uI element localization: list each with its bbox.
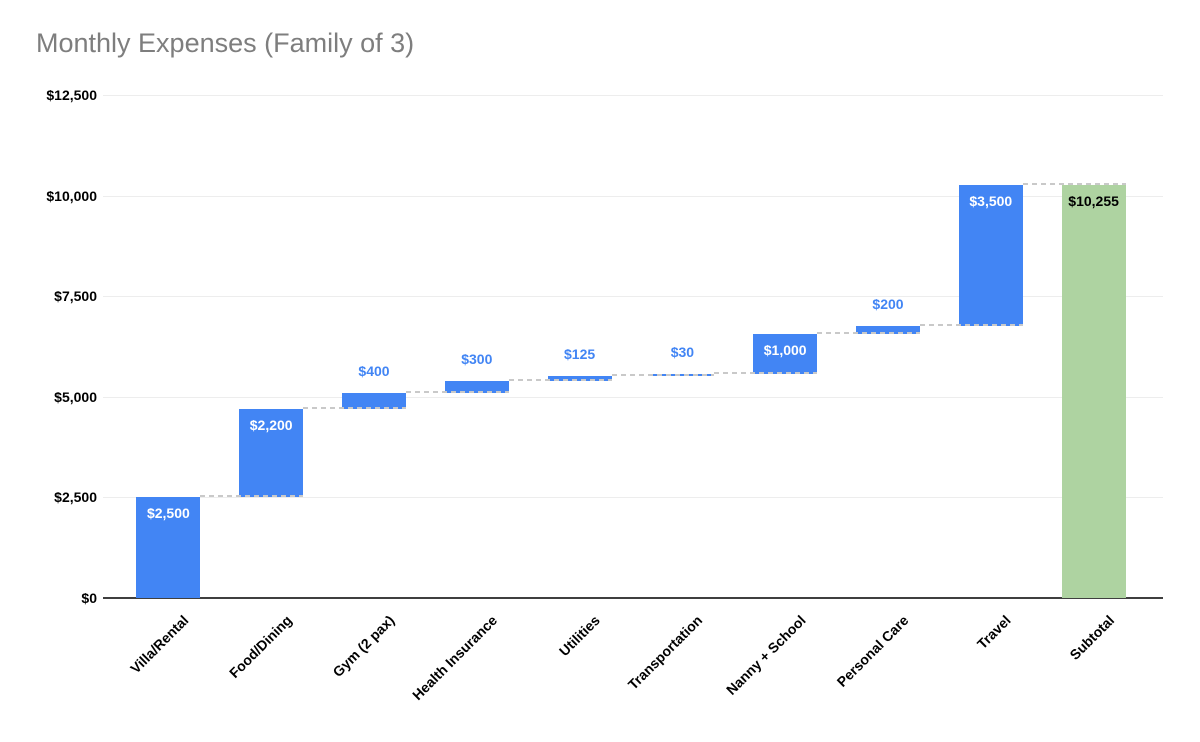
waterfall-connector-8 bbox=[920, 324, 1023, 327]
waterfall-connector-3 bbox=[406, 390, 509, 393]
gridline-2500 bbox=[103, 497, 1163, 498]
bar-health-insurance[interactable] bbox=[444, 380, 509, 393]
bar-value-label-utilities: $125 bbox=[564, 345, 596, 362]
x-axis-category-label-food-dining: Food/Dining bbox=[225, 612, 295, 682]
waterfall-connector-7 bbox=[817, 332, 920, 335]
bar-value-label-gym-2-pax: $400 bbox=[358, 362, 390, 379]
bar-value-label-subtotal: $10,255 bbox=[1068, 193, 1119, 210]
gridline-12500 bbox=[103, 95, 1163, 96]
x-axis-category-label-personal-care: Personal Care bbox=[833, 612, 912, 690]
bar-value-label-health-insurance: $300 bbox=[461, 350, 493, 367]
waterfall-connector-5 bbox=[611, 373, 715, 376]
bar-gym-2-pax[interactable] bbox=[342, 392, 406, 409]
waterfall-connector-9 bbox=[1022, 183, 1126, 186]
y-axis-tick-label-5000: $5,000 bbox=[54, 388, 97, 405]
bar-travel[interactable] bbox=[958, 185, 1023, 327]
x-axis-category-label-subtotal: Subtotal bbox=[1066, 612, 1117, 663]
bar-value-label-transportation: $30 bbox=[670, 344, 695, 361]
bar-utilities[interactable] bbox=[547, 375, 612, 381]
y-axis-tick-label-10000: $10,000 bbox=[46, 187, 97, 204]
bar-nanny-school[interactable] bbox=[753, 334, 818, 375]
y-axis-tick-label-7500: $7,500 bbox=[54, 288, 97, 305]
bar-value-label-nanny-school: $1,000 bbox=[763, 342, 807, 359]
gridline-5000 bbox=[103, 397, 1163, 398]
y-axis-tick-label-2500: $2,500 bbox=[54, 489, 97, 506]
x-axis-category-label-travel: Travel bbox=[974, 612, 1015, 652]
x-axis-category-label-nanny-school: Nanny + School bbox=[722, 612, 809, 698]
y-axis-tick-label-12500: $12,500 bbox=[46, 87, 97, 103]
x-axis-category-label-villa-rental: Villa/Rental bbox=[127, 612, 192, 677]
bar-villa-rental[interactable] bbox=[136, 497, 201, 598]
bar-subtotal[interactable] bbox=[1061, 185, 1126, 598]
x-axis-category-label-health-insurance: Health Insurance bbox=[409, 612, 501, 704]
bar-value-label-villa-rental: $2,500 bbox=[146, 505, 190, 522]
bar-food-dining[interactable] bbox=[239, 408, 304, 498]
chart-title: Monthly Expenses (Family of 3) bbox=[36, 28, 415, 58]
y-axis-tick-label-0: $0 bbox=[81, 590, 97, 606]
waterfall-connector-4 bbox=[508, 378, 612, 381]
waterfall-connector-6 bbox=[714, 372, 818, 375]
bar-value-label-travel: $3,500 bbox=[969, 193, 1013, 210]
x-axis-category-label-utilities: Utilities bbox=[555, 612, 603, 660]
gridline-7500 bbox=[103, 296, 1163, 297]
bar-personal-care[interactable] bbox=[856, 326, 920, 335]
x-axis-category-label-gym-2-pax: Gym (2 pax) bbox=[329, 612, 398, 680]
bar-value-label-food-dining: $2,200 bbox=[249, 416, 293, 433]
waterfall-connector-1 bbox=[200, 495, 304, 498]
waterfall-connector-2 bbox=[303, 406, 406, 409]
bar-value-label-personal-care: $200 bbox=[872, 296, 904, 313]
x-axis-category-label-transportation: Transportation bbox=[625, 612, 706, 693]
gridline-10000 bbox=[103, 196, 1163, 197]
x-axis-line bbox=[103, 597, 1163, 599]
